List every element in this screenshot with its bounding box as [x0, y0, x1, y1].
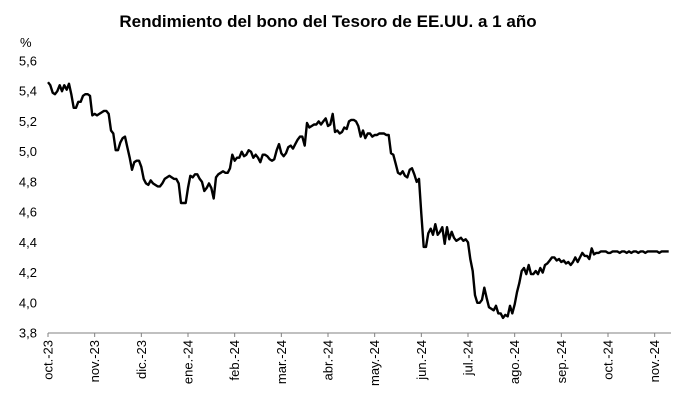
x-tick-label: may.-24: [367, 340, 382, 386]
x-tick-label: ago.-24: [507, 340, 522, 384]
y-tick-label: 4,0: [19, 295, 37, 310]
y-axis-unit-label: %: [20, 35, 32, 50]
y-tick-label: 5,0: [19, 144, 37, 159]
x-tick-label: nov.-23: [87, 340, 102, 382]
plot-area: [47, 81, 669, 320]
x-tick-label: nov.-24: [647, 340, 662, 382]
x-tick-label: sep.-24: [554, 340, 569, 383]
x-tick-label: dic.-23: [134, 340, 149, 379]
chart-title: Rendimiento del bono del Tesoro de EE.UU…: [119, 12, 536, 31]
y-tick-label: 4,2: [19, 265, 37, 280]
x-tick-label: jun.-24: [414, 340, 429, 381]
y-tick-label: 4,6: [19, 205, 37, 220]
x-tick-label: mar.-24: [274, 340, 289, 384]
x-tick-label: oct.-24: [601, 340, 616, 380]
y-tick-label: 3,8: [19, 326, 37, 341]
series-line: [47, 81, 669, 320]
y-tick-label: 5,4: [19, 84, 37, 99]
y-tick-label: 4,4: [19, 235, 37, 250]
y-tick-label: 5,2: [19, 114, 37, 129]
y-tick-label: 4,8: [19, 174, 37, 189]
x-axis: oct.-23 nov.-23 dic.-23 ene.-24 feb.-24 mar.-…: [41, 333, 662, 386]
x-tick-label: feb.-24: [227, 340, 242, 380]
x-tick-label: jul.-24: [461, 340, 476, 376]
x-tick-label: oct.-23: [41, 340, 56, 380]
y-tick-label: 5,6: [19, 54, 37, 69]
x-tick-label: ene.-24: [181, 340, 196, 384]
y-axis: 5,6 5,4 5,2 5,0 4,8 4,6 4,4 4,2 4,0 3,8: [19, 54, 37, 341]
x-tick-label: abr.-24: [321, 340, 336, 380]
